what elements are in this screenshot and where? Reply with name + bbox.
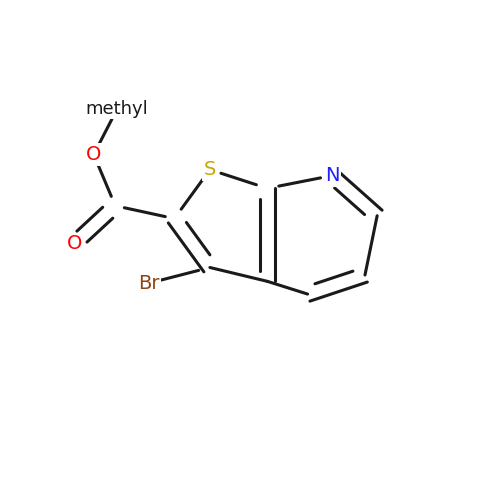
Text: O: O xyxy=(86,145,102,164)
Text: methyl: methyl xyxy=(86,100,148,118)
Text: N: N xyxy=(325,166,339,185)
Text: S: S xyxy=(204,160,216,179)
Text: Br: Br xyxy=(137,274,159,293)
Text: O: O xyxy=(67,234,82,253)
